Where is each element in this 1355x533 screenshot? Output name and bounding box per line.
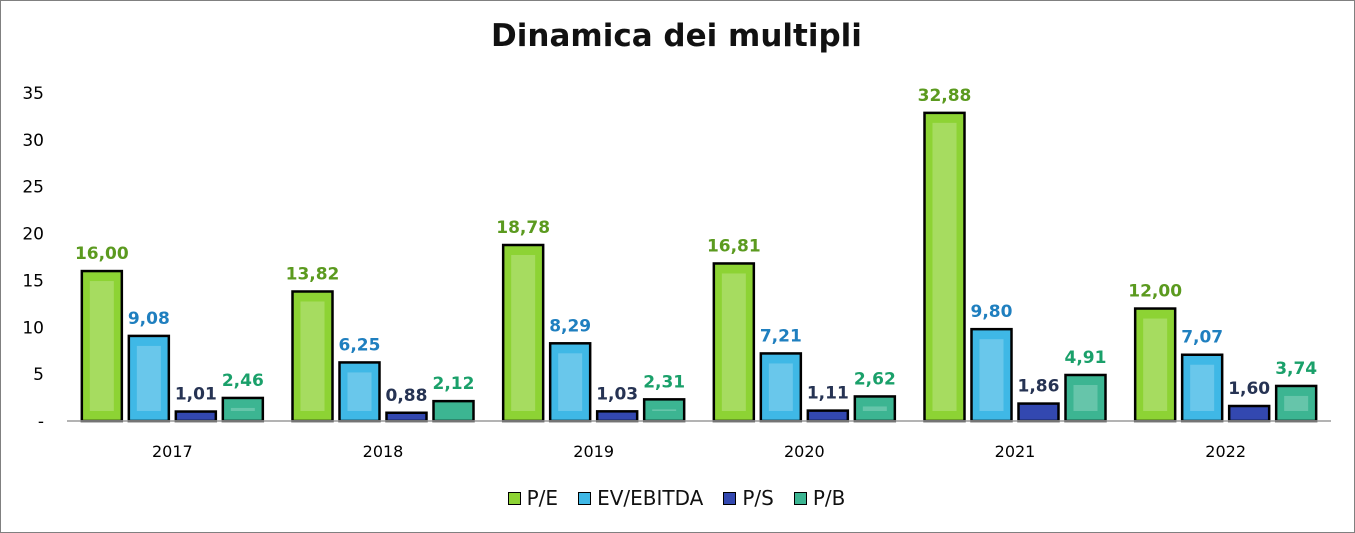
bar-highlight (1073, 384, 1098, 411)
bar-p-b-2021 (1064, 373, 1107, 423)
bar-highlight (932, 122, 957, 411)
data-label: 7,21 (760, 326, 802, 346)
x-category-label: 2021 (995, 442, 1036, 461)
legend-item: P/B (793, 486, 846, 510)
bar-p-s-2017 (174, 410, 218, 423)
x-axis: 2017 2018 2019 2020 2021 2022 (67, 420, 1331, 461)
bar-p-b-2018 (432, 399, 475, 423)
bar-highlight (300, 301, 325, 411)
bar-p-s-2019 (595, 410, 639, 423)
legend-label: EV/EBITDA (597, 486, 704, 510)
data-label: 2,46 (222, 371, 264, 391)
legend-item: EV/EBITDA (578, 486, 703, 510)
data-label: 9,80 (971, 302, 1013, 322)
bar-highlight (768, 363, 793, 411)
bar-p-e-2022 (1133, 307, 1177, 423)
bar-ev-ebitda-2018 (338, 361, 381, 423)
bar-highlight (136, 345, 161, 411)
data-label: 16,00 (75, 244, 129, 264)
x-category-label: 2022 (1205, 442, 1246, 461)
bar-highlight (511, 255, 536, 411)
data-label: 3,74 (1275, 359, 1317, 379)
legend-label: P/E (526, 486, 559, 510)
legend-swatch (723, 491, 737, 505)
data-label: 9,08 (128, 309, 170, 329)
bar-ev-ebitda-2022 (1180, 353, 1224, 423)
legend: P/E EV/EBITDA P/S P/B (0, 486, 1353, 510)
data-label: 4,91 (1065, 348, 1107, 368)
data-label: 1,86 (1018, 377, 1060, 397)
bar-p-s-2022 (1227, 404, 1271, 423)
bar-highlight (1190, 364, 1215, 411)
bar-highlight (89, 281, 114, 411)
y-tick-label: 25 (22, 178, 44, 198)
y-tick-label: 5 (33, 365, 44, 385)
y-tick-label: 20 (22, 225, 44, 245)
bar-ev-ebitda-2021 (970, 327, 1013, 423)
y-tick-label: 10 (22, 318, 44, 338)
bar-highlight (347, 372, 372, 411)
bar-ev-ebitda-2019 (548, 342, 592, 423)
y-tick-label: 15 (22, 271, 44, 291)
bars (80, 111, 1318, 423)
data-label: 2,31 (643, 372, 685, 392)
chart-title: Dinamica dei multipli (491, 18, 862, 54)
data-label: 32,88 (918, 86, 972, 106)
y-tick-label: - (38, 412, 44, 432)
bar-p-e-2021 (923, 111, 966, 423)
bar-highlight (230, 407, 255, 411)
bar-highlight (1284, 395, 1309, 411)
bar-highlight (721, 273, 746, 411)
x-category-label: 2019 (573, 442, 614, 461)
data-label: 18,78 (496, 218, 550, 238)
bar-p-s-2020 (806, 409, 850, 423)
bar-ev-ebitda-2017 (127, 334, 171, 423)
bar-p-s-2021 (1017, 402, 1060, 423)
bar-p-e-2017 (80, 269, 124, 423)
x-category-label: 2018 (363, 442, 404, 461)
bar-highlight (862, 406, 887, 411)
bar-highlight (558, 353, 583, 411)
data-label: 1,11 (807, 384, 849, 404)
legend-swatch (578, 491, 592, 505)
legend-label: P/B (812, 486, 846, 510)
data-label: 2,62 (854, 369, 896, 389)
y-tick-label: 35 (22, 84, 44, 104)
bar-ev-ebitda-2020 (759, 352, 803, 423)
data-label: 16,81 (707, 236, 761, 256)
data-label: 1,60 (1228, 379, 1270, 399)
legend-label: P/S (742, 486, 774, 510)
data-label: 6,25 (339, 335, 381, 355)
data-label: 8,29 (549, 316, 591, 336)
bar-p-e-2019 (501, 243, 545, 423)
legend-item: P/S (723, 486, 774, 510)
legend-swatch (793, 491, 807, 505)
data-label: 0,88 (386, 386, 428, 406)
data-label: 13,82 (286, 264, 340, 284)
y-tick-label: 30 (22, 131, 44, 151)
data-label: 2,12 (433, 374, 475, 394)
data-label: 12,00 (1128, 282, 1182, 302)
x-category-label: 2017 (152, 442, 193, 461)
y-axis: - 5 10 15 20 25 30 35 (22, 84, 44, 432)
legend-item: P/E (507, 486, 559, 510)
data-label: 1,03 (596, 384, 638, 404)
data-labels: 16,00 9,08 1,012,46 13,82 6,25 0,882,12 18,78 8… (75, 86, 1317, 406)
bar-highlight (652, 409, 677, 411)
data-label: 7,07 (1181, 328, 1223, 348)
legend-swatch (507, 491, 521, 505)
bar-highlight (979, 339, 1004, 411)
bar-highlight (1143, 318, 1168, 411)
data-label: 1,01 (175, 385, 217, 405)
x-category-label: 2020 (784, 442, 825, 461)
bar-p-e-2020 (712, 262, 756, 423)
bar-p-s-2018 (385, 411, 428, 423)
